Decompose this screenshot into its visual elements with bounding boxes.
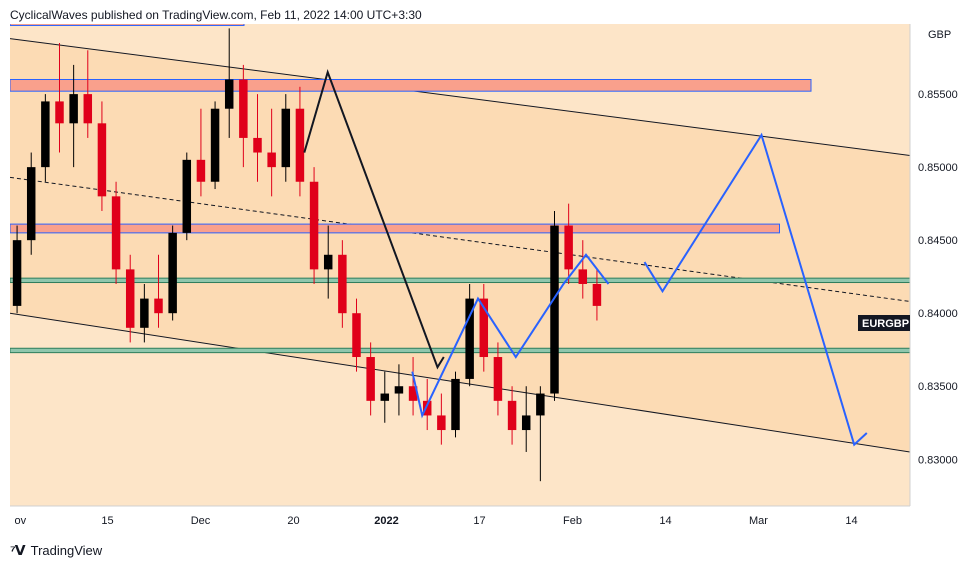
candle-body (564, 225, 573, 270)
candle-body (507, 400, 517, 431)
candle-body (83, 94, 93, 124)
time-tick-label: 17 (473, 515, 485, 527)
candle-body (493, 357, 503, 401)
time-tick-label: 15 (101, 515, 113, 527)
candle-body (224, 79, 234, 109)
price-tick-label: 0.84500 (918, 235, 958, 247)
candle-body (465, 298, 474, 379)
candle-body (55, 101, 64, 124)
candle-body (550, 225, 559, 394)
candle-body (394, 386, 404, 394)
plot-layer (10, 24, 910, 482)
candle-body (253, 137, 262, 153)
time-tick-label: Feb (563, 515, 582, 527)
last-price-symbol: EURGBP (862, 318, 909, 330)
tradingview-logo-icon: ⁷𝗩 (10, 542, 26, 558)
price-axis[interactable]: 0.83000 0.83500 0.84000 0.84500 0.85000 0.855… (918, 89, 958, 466)
candle-body (380, 393, 390, 401)
candle-body (267, 152, 276, 168)
price-tick-label: 0.85000 (918, 162, 958, 174)
candle-body (366, 357, 375, 401)
time-tick-label: 2022 (374, 515, 398, 527)
candle-body (97, 123, 107, 197)
time-tick-label: 14 (845, 515, 857, 527)
candle-body (592, 283, 602, 306)
currency-label: GBP (928, 29, 951, 41)
time-tick-label: Mar (749, 515, 768, 527)
footer-brand[interactable]: TradingView (30, 543, 103, 558)
candle-body (338, 254, 347, 314)
candle-body (239, 79, 248, 138)
price-tick-label: 0.85500 (918, 89, 958, 101)
time-tick-label: Dec (191, 515, 211, 527)
candle-body (12, 240, 22, 306)
time-axis[interactable]: ov 15 Dec 20 2022 17 Feb 14 Mar 14 (15, 515, 858, 527)
black-wave-path (303, 69, 445, 370)
candle-body (352, 313, 361, 358)
candle-body (479, 298, 489, 358)
candle-body (168, 232, 177, 314)
forecast-path (643, 132, 868, 447)
candle-body (182, 159, 192, 233)
attribution-text: CyclicalWaves published on TradingView.c… (10, 8, 422, 22)
candle-body (295, 108, 305, 182)
blue-wave-path (411, 253, 610, 419)
resistance-mid-zone (10, 223, 780, 234)
time-tick-label: ov (15, 515, 27, 527)
price-tick-label: 0.83000 (918, 454, 958, 466)
candle-body (451, 378, 460, 431)
candle-body (26, 167, 36, 241)
time-tick-label: 14 (659, 515, 671, 527)
resistance-top-zone (10, 24, 245, 26)
candle-body (323, 254, 333, 270)
candle-body (140, 298, 149, 328)
candle-body (521, 415, 531, 431)
candle-body (125, 269, 135, 328)
candle-body (437, 415, 446, 431)
price-chart[interactable]: GBP 0.830000.835000.840000.845000.850000… (0, 24, 977, 534)
time-tick-label: 20 (287, 515, 299, 527)
price-tick-label: 0.84000 (918, 308, 958, 320)
candle-body (536, 393, 545, 416)
candle-body (281, 108, 291, 168)
candle-body (408, 386, 418, 401)
candle-body (154, 298, 163, 314)
support-low-zone (10, 347, 910, 354)
candle-body (41, 101, 50, 168)
price-tick-label: 0.83500 (918, 381, 958, 393)
candle-body (69, 94, 78, 124)
resistance-upper-zone (10, 79, 812, 92)
candle-body (578, 269, 588, 284)
candle-body (210, 108, 220, 182)
candle-body (196, 159, 206, 182)
candle-body (111, 196, 121, 270)
footer: ⁷𝗩 TradingView (10, 542, 102, 559)
channel-lower-line (10, 312, 910, 453)
support-mid-zone (10, 277, 910, 284)
candle-body (422, 400, 432, 416)
candle-body (309, 181, 319, 270)
last-price-tag[interactable]: EURGBP (858, 315, 910, 331)
